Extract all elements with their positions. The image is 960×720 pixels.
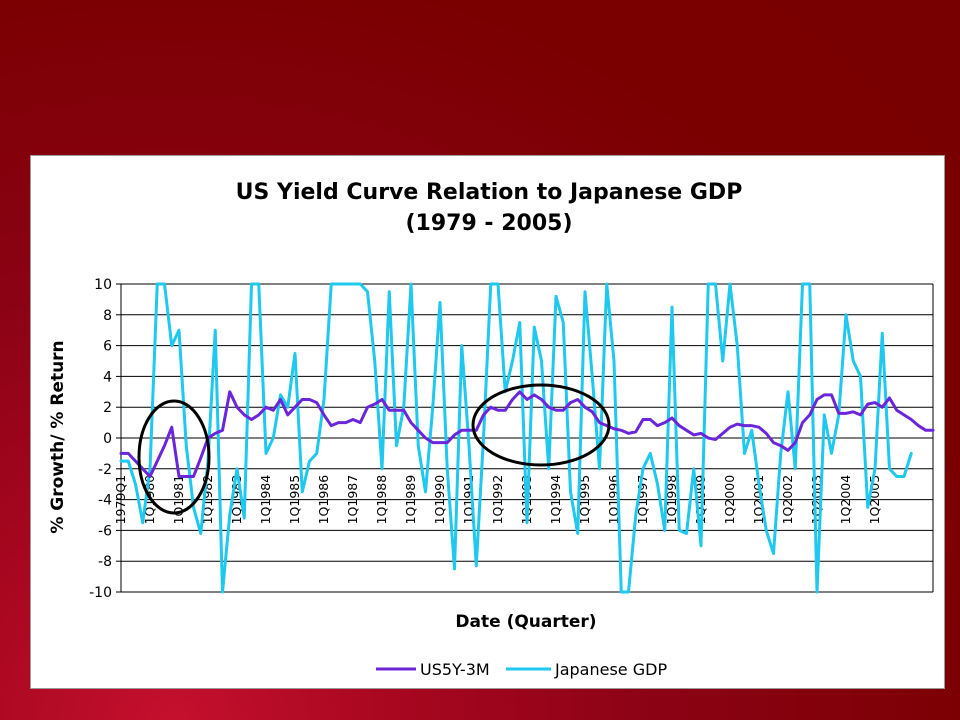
x-tick-label: 1Q1981: [171, 475, 186, 525]
x-tick-label: 1Q1984: [258, 475, 273, 525]
y-axis-title: % Growth/ % Return: [48, 340, 68, 533]
gridlines: [120, 283, 934, 593]
series-lines: [119, 282, 935, 594]
x-tick-label: 1Q2000: [722, 475, 737, 525]
x-tick-label: 1Q2002: [780, 475, 795, 525]
y-tick-label: 2: [103, 400, 112, 416]
series-line-japanese-gdp: [119, 282, 913, 594]
y-tick-label: -8: [98, 554, 112, 570]
y-tick-label: -2: [98, 462, 112, 478]
legend: US5Y-3M Japanese GDP: [376, 660, 667, 679]
chart-title: US Yield Curve Relation to Japanese GDP: [236, 180, 743, 205]
x-tick-label: 1Q2004: [838, 475, 853, 525]
legend-label-japanese-gdp: Japanese GDP: [554, 660, 667, 679]
x-tick-label: 1979Q1: [113, 475, 128, 525]
chart-canvas: US Yield Curve Relation to Japanese GDP …: [48, 180, 935, 679]
chart-subtitle: (1979 - 2005): [405, 211, 572, 236]
x-tick-label: 1Q1990: [432, 475, 447, 525]
highlight-circles: [137, 383, 611, 515]
chart-panel: US Yield Curve Relation to Japanese GDP …: [30, 155, 945, 689]
highlight-circle-1992: [471, 383, 611, 467]
y-tick-label: -10: [89, 585, 112, 601]
x-tick-label: 1Q1992: [490, 475, 505, 525]
x-tick-label: 1Q1988: [374, 475, 389, 525]
series-line-us5y-3m: [119, 390, 935, 478]
y-tick-label: 6: [103, 339, 112, 355]
y-tick-label: 10: [94, 277, 112, 293]
x-tick-label: 1Q1985: [287, 475, 302, 525]
x-tick-label: 1Q1994: [548, 475, 563, 525]
x-tick-label: 1Q1998: [664, 475, 679, 525]
y-tick-label: -6: [98, 523, 112, 539]
y-tick-label: 4: [103, 369, 112, 385]
y-tick-label: 0: [103, 431, 112, 447]
highlight-circle-1980: [137, 399, 211, 515]
x-tick-label: 1Q1986: [316, 475, 331, 525]
x-axis-title: Date (Quarter): [455, 612, 596, 632]
x-tick-label: 1Q1995: [577, 475, 592, 525]
y-tick-label: 8: [103, 308, 112, 324]
y-tick-label: -4: [98, 493, 112, 509]
y-axis-ticks: 10 8 6 4 2 0 -2 -4 -6 -8 -10: [89, 277, 121, 601]
x-tick-label: 1Q1989: [403, 475, 418, 525]
legend-label-us5y-3m: US5Y-3M: [420, 660, 490, 679]
x-tick-label: 1Q1987: [345, 475, 360, 525]
